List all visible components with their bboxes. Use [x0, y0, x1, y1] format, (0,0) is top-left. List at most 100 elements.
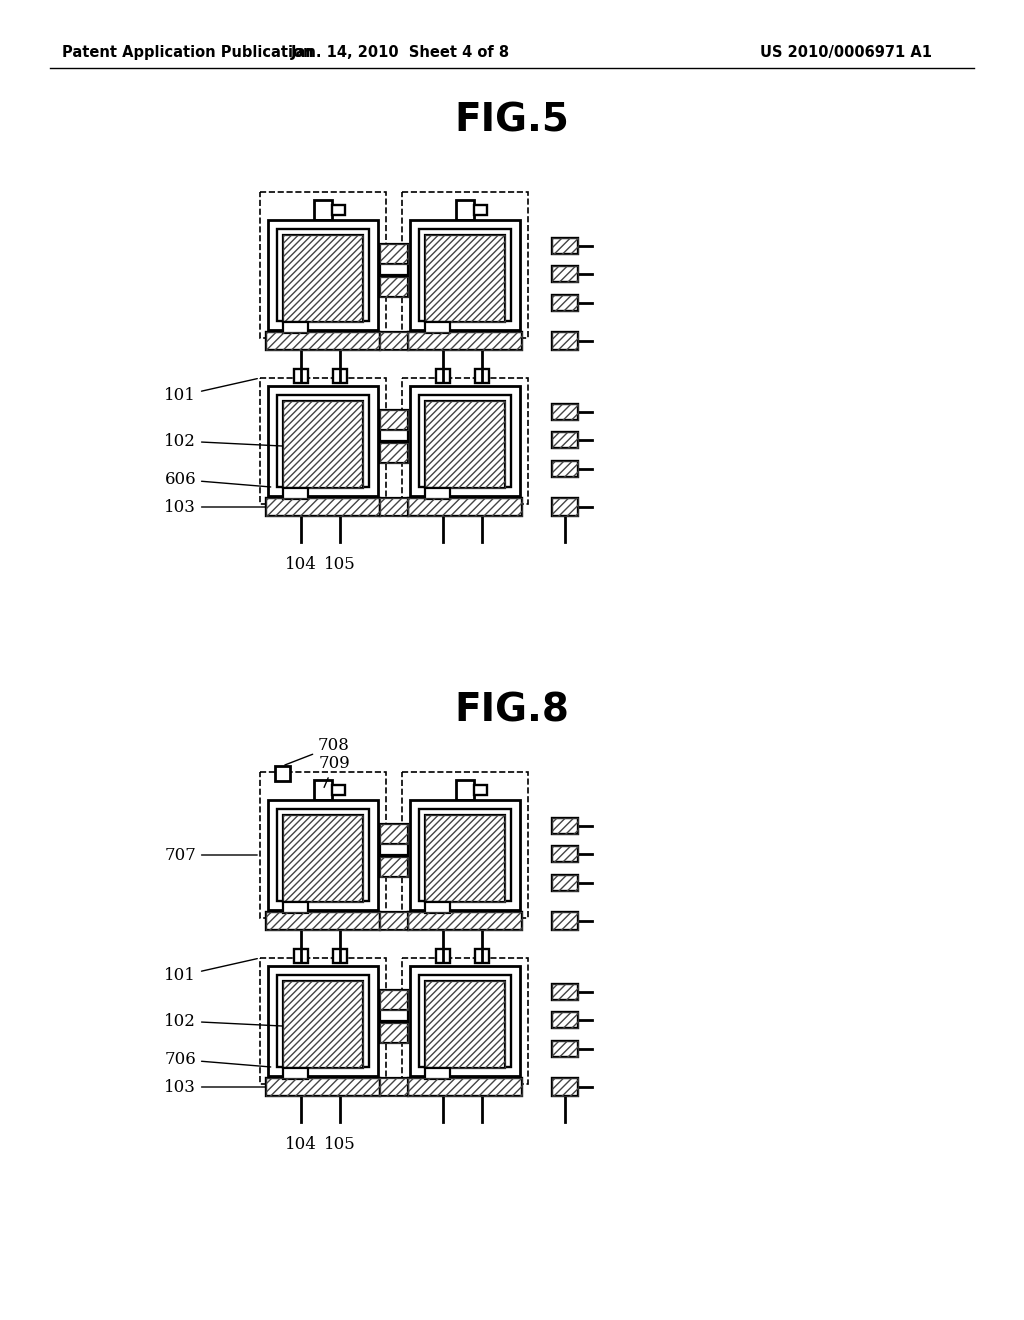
Bar: [380, 261, 408, 275]
Bar: [268, 385, 378, 496]
Bar: [552, 817, 578, 834]
Bar: [552, 333, 578, 350]
Bar: [276, 809, 370, 902]
Bar: [474, 785, 487, 795]
Bar: [408, 498, 522, 516]
Bar: [425, 235, 505, 322]
Bar: [408, 1078, 522, 1096]
Bar: [260, 378, 386, 504]
Bar: [425, 401, 505, 488]
Bar: [552, 432, 578, 449]
Bar: [284, 401, 362, 488]
Bar: [284, 981, 362, 1068]
Bar: [380, 1078, 408, 1096]
Bar: [552, 983, 578, 999]
Bar: [552, 983, 578, 999]
Bar: [552, 1078, 578, 1096]
Bar: [284, 816, 362, 903]
Bar: [552, 912, 578, 931]
Bar: [552, 461, 578, 477]
Bar: [380, 444, 408, 463]
Bar: [333, 370, 346, 383]
Bar: [333, 949, 346, 964]
Text: Jan. 14, 2010  Sheet 4 of 8: Jan. 14, 2010 Sheet 4 of 8: [291, 45, 510, 61]
Text: 606: 606: [165, 471, 270, 488]
Text: 102: 102: [164, 1012, 290, 1030]
Bar: [552, 1012, 578, 1028]
Bar: [380, 411, 408, 430]
Bar: [260, 958, 386, 1084]
Bar: [552, 912, 578, 931]
Text: 708: 708: [285, 738, 350, 766]
Bar: [408, 912, 522, 931]
Bar: [380, 1023, 408, 1043]
Bar: [456, 201, 474, 220]
Text: 101: 101: [164, 379, 257, 404]
Bar: [410, 966, 520, 1076]
Bar: [425, 1068, 450, 1080]
Text: 104: 104: [285, 1137, 317, 1152]
Bar: [314, 780, 332, 800]
Bar: [380, 244, 408, 264]
Bar: [408, 333, 522, 350]
Bar: [266, 498, 380, 516]
Bar: [380, 333, 408, 350]
Bar: [266, 912, 380, 931]
Bar: [380, 498, 408, 516]
Bar: [425, 401, 505, 488]
Bar: [380, 824, 408, 843]
Bar: [284, 322, 307, 333]
Bar: [552, 404, 578, 420]
Bar: [380, 444, 408, 463]
Bar: [380, 333, 408, 350]
Bar: [266, 333, 380, 350]
Bar: [552, 846, 578, 862]
Bar: [419, 395, 511, 487]
Bar: [410, 800, 520, 909]
Bar: [380, 824, 408, 843]
Bar: [332, 205, 345, 215]
Bar: [552, 333, 578, 350]
Bar: [552, 1040, 578, 1057]
Bar: [274, 766, 290, 781]
Bar: [456, 780, 474, 800]
Text: 706: 706: [164, 1051, 270, 1068]
Text: FIG.8: FIG.8: [455, 690, 569, 729]
Bar: [380, 244, 408, 264]
Bar: [425, 816, 505, 903]
Text: 102: 102: [164, 433, 290, 450]
Bar: [425, 981, 505, 1068]
Bar: [410, 220, 520, 330]
Bar: [284, 488, 307, 499]
Bar: [294, 949, 308, 964]
Bar: [474, 949, 488, 964]
Bar: [380, 1023, 408, 1043]
Bar: [380, 1078, 408, 1096]
Bar: [266, 498, 380, 516]
Bar: [552, 294, 578, 310]
Bar: [284, 401, 362, 488]
Bar: [425, 903, 450, 913]
Bar: [552, 817, 578, 834]
Bar: [402, 772, 528, 917]
Bar: [380, 857, 408, 876]
Bar: [419, 228, 511, 321]
Bar: [266, 1078, 380, 1096]
Bar: [552, 846, 578, 862]
Text: 101: 101: [164, 958, 257, 985]
Bar: [552, 1012, 578, 1028]
Bar: [402, 958, 528, 1084]
Bar: [410, 385, 520, 496]
Bar: [552, 1078, 578, 1096]
Bar: [380, 277, 408, 297]
Bar: [552, 432, 578, 449]
Bar: [284, 981, 362, 1068]
Bar: [552, 875, 578, 891]
Bar: [266, 333, 380, 350]
Bar: [402, 191, 528, 338]
Text: 105: 105: [324, 1137, 355, 1152]
Bar: [408, 912, 522, 931]
Text: 103: 103: [164, 1078, 276, 1096]
Bar: [552, 238, 578, 253]
Bar: [380, 990, 408, 1010]
